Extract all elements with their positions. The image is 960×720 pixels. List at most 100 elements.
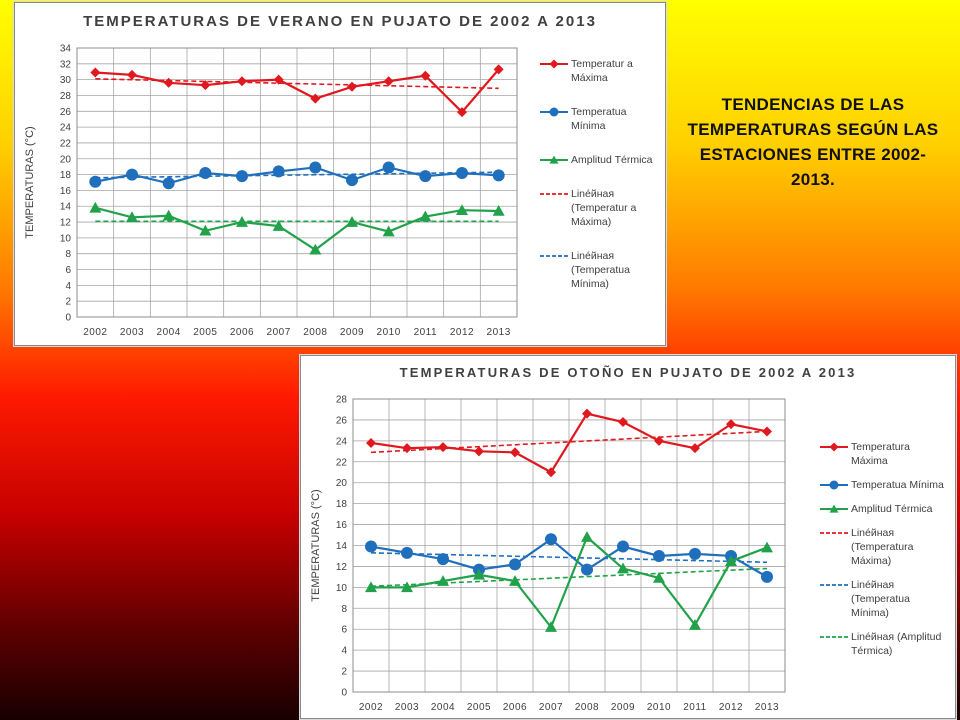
legend-swatch-marker xyxy=(829,442,839,452)
autumn-data-point-min xyxy=(689,547,701,560)
autumn-y-tick-label: 14 xyxy=(336,541,348,552)
autumn-series-line-min xyxy=(370,537,768,578)
legend-swatch-marker xyxy=(549,59,559,69)
summer-data-point-max xyxy=(347,81,357,92)
autumn-trendline-amplitude xyxy=(370,567,768,588)
summer-x-tick-label: 2010 xyxy=(377,327,401,338)
summer-plot-border xyxy=(76,47,518,318)
autumn-data-point-amplitude xyxy=(653,571,665,583)
autumn-data-point-max xyxy=(510,447,520,458)
autumn-data-point-max xyxy=(618,417,628,428)
summer-data-point-min xyxy=(236,170,248,183)
legend-swatch-marker xyxy=(829,504,839,513)
autumn-trendline-min xyxy=(370,552,768,564)
summer-data-point-max xyxy=(420,70,431,81)
autumn-x-tick-label: 2006 xyxy=(503,702,527,713)
autumn-y-tick-label: 2 xyxy=(341,667,347,678)
autumn-data-point-amplitude xyxy=(689,619,701,630)
legend-item: Temperatura Máxima xyxy=(819,440,949,468)
legend-swatch-marker xyxy=(549,155,559,164)
autumn-y-tick-label: 18 xyxy=(336,499,348,510)
autumn-data-point-min xyxy=(437,553,449,566)
summer-data-point-max xyxy=(90,67,101,78)
legend-swatch xyxy=(820,480,848,490)
autumn-y-tick-label: 28 xyxy=(336,395,348,406)
legend-label: Amplitud Térmica xyxy=(851,503,933,515)
autumn-x-tick-label: 2010 xyxy=(647,702,671,713)
summer-data-point-max xyxy=(163,77,174,88)
legend-swatch xyxy=(540,255,568,257)
autumn-data-point-max xyxy=(582,408,592,419)
legend-swatch xyxy=(820,504,848,513)
legend-swatch xyxy=(540,107,568,117)
summer-data-point-amplitude xyxy=(89,201,102,213)
legend-item: Temperatur a Máxima xyxy=(539,57,657,85)
summer-data-point-min xyxy=(272,165,285,178)
summer-y-axis-label: TEMPERATURAS (°C) xyxy=(24,126,36,238)
summer-y-tick-label: 16 xyxy=(60,186,72,197)
summer-data-point-max xyxy=(493,64,504,75)
autumn-data-point-min xyxy=(653,549,665,562)
summer-y-tick-label: 20 xyxy=(60,154,72,165)
autumn-data-point-max xyxy=(402,443,412,454)
summer-data-point-min xyxy=(162,177,175,190)
summer-data-point-min xyxy=(89,175,102,188)
legend-swatch xyxy=(820,584,848,586)
autumn-data-point-amplitude xyxy=(437,575,449,586)
summer-series-line-min xyxy=(95,166,499,185)
autumn-data-point-amplitude xyxy=(581,531,593,542)
summer-data-point-min xyxy=(309,161,322,174)
summer-series-line-amplitude xyxy=(95,206,499,252)
legend-item: Temperatua Mínima xyxy=(819,478,949,492)
autumn-y-tick-label: 4 xyxy=(341,646,347,657)
legend-swatch-marker xyxy=(549,107,559,117)
summer-data-point-amplitude xyxy=(309,243,322,255)
autumn-data-point-max xyxy=(690,443,700,454)
summer-data-point-amplitude xyxy=(419,210,432,222)
legend-label: Amplitud Térmica xyxy=(571,154,653,166)
autumn-series-line-max xyxy=(370,412,768,474)
autumn-x-tick-label: 2005 xyxy=(467,702,491,713)
summer-data-point-max xyxy=(200,80,211,91)
summer-data-point-max xyxy=(310,93,321,104)
autumn-y-tick-label: 20 xyxy=(336,478,348,489)
autumn-data-point-min xyxy=(509,558,521,571)
summer-data-point-max xyxy=(273,74,284,85)
summer-data-point-max xyxy=(237,76,247,87)
autumn-data-point-max xyxy=(654,435,664,446)
autumn-data-point-amplitude xyxy=(617,562,629,574)
autumn-y-tick-label: 6 xyxy=(341,625,347,636)
autumn-data-point-max xyxy=(438,442,448,453)
legend-label: Temperatur a Máxima xyxy=(571,58,633,84)
legend-label: Linéйная (Temperatur a Máxima) xyxy=(571,188,637,228)
autumn-x-tick-label: 2012 xyxy=(719,702,743,713)
legend-swatch-marker xyxy=(829,480,839,490)
summer-y-tick-label: 2 xyxy=(65,297,71,308)
autumn-plot-border xyxy=(352,398,786,693)
summer-data-point-amplitude xyxy=(236,216,248,227)
legend-item: Amplitud Térmica xyxy=(819,502,949,516)
autumn-data-point-amplitude xyxy=(473,568,485,580)
summer-data-point-min xyxy=(419,170,432,183)
autumn-data-point-amplitude xyxy=(725,555,737,566)
summer-chart-title: TEMPERATURAS DE VERANO EN PUJATO DE 2002… xyxy=(83,13,597,30)
summer-y-tick-label: 6 xyxy=(65,265,71,276)
legend-label: Temperatura Máxima xyxy=(851,441,910,467)
autumn-y-tick-label: 22 xyxy=(336,457,348,468)
autumn-x-tick-label: 2009 xyxy=(611,702,635,713)
autumn-x-tick-label: 2011 xyxy=(683,702,707,713)
summer-x-tick-label: 2004 xyxy=(157,327,181,338)
summer-data-point-max xyxy=(383,76,394,87)
summer-y-tick-label: 34 xyxy=(60,44,72,55)
summer-y-tick-label: 0 xyxy=(65,313,71,324)
legend-label: Linéйная (Amplitud Térmica) xyxy=(851,631,942,657)
autumn-y-tick-label: 0 xyxy=(341,688,347,699)
autumn-x-tick-label: 2002 xyxy=(359,702,383,713)
summer-x-tick-label: 2008 xyxy=(303,327,327,338)
summer-data-point-amplitude xyxy=(346,216,358,227)
autumn-y-tick-label: 16 xyxy=(336,520,348,531)
autumn-data-point-max xyxy=(474,446,484,457)
autumn-x-tick-label: 2003 xyxy=(395,702,419,713)
summer-y-tick-label: 14 xyxy=(60,202,72,213)
